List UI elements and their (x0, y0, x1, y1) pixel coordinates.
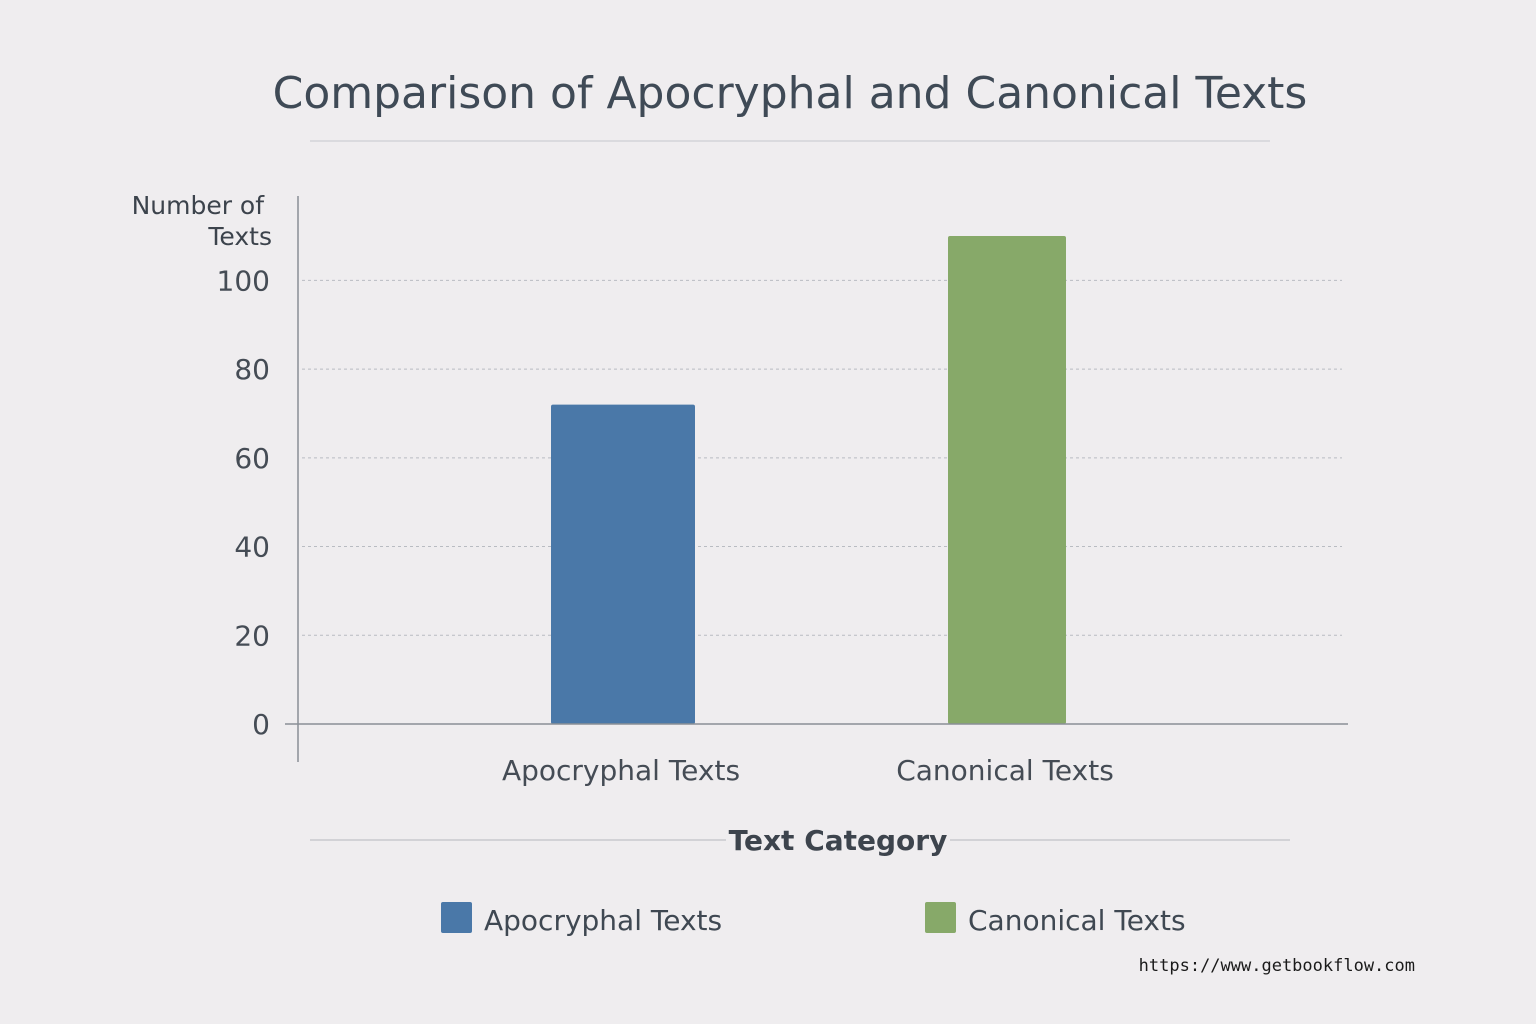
y-tick-label-40: 40 (234, 531, 270, 564)
bars (551, 236, 1066, 724)
y-tick-label-20: 20 (234, 619, 270, 652)
x-tick-label-canonical-texts: Canonical Texts (896, 754, 1114, 787)
y-tick-label-80: 80 (234, 353, 270, 386)
x-tick-label-apocryphal-texts: Apocryphal Texts (502, 754, 740, 787)
y-tick-label-100: 100 (217, 264, 270, 297)
x-axis-label: Text Category (729, 824, 948, 857)
legend-label-canonical-texts: Canonical Texts (968, 904, 1186, 937)
y-axis-label-line1: Number of (132, 191, 266, 220)
x-axis-ticks: Apocryphal Texts Canonical Texts (502, 754, 1114, 787)
legend-swatch-apocryphal-texts (441, 902, 472, 933)
y-tick-label-60: 60 (234, 442, 270, 475)
y-tick-label-0: 0 (252, 708, 270, 741)
y-axis-label: Number of Texts (132, 191, 272, 251)
chart-title: Comparison of Apocryphal and Canonical T… (273, 68, 1308, 119)
footer-url: https://www.getbookflow.com (1139, 956, 1415, 976)
legend: Apocryphal Texts Canonical Texts (441, 902, 1186, 937)
y-axis-ticks: 0 20 40 60 80 100 (217, 264, 270, 741)
legend-label-apocryphal-texts: Apocryphal Texts (484, 904, 722, 937)
legend-swatch-canonical-texts (925, 902, 956, 933)
gridlines (302, 279, 1342, 636)
bar-apocryphal-texts (551, 404, 695, 724)
y-axis-label-line2: Texts (207, 222, 272, 251)
bar-canonical-texts (948, 236, 1066, 724)
